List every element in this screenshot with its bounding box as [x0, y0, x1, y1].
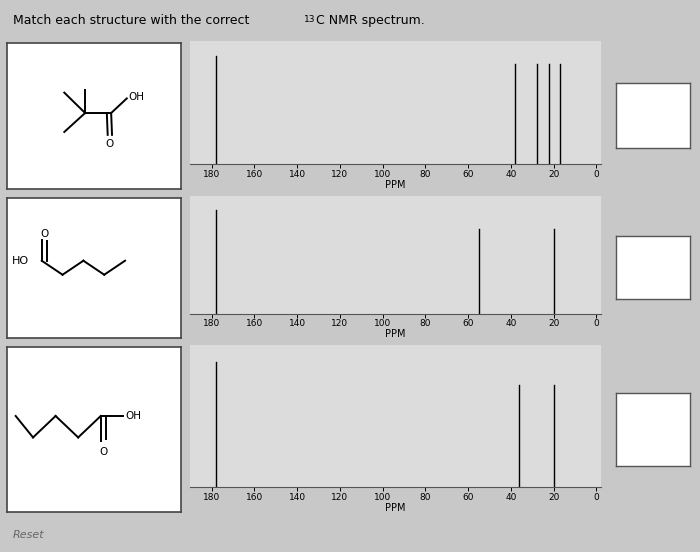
Text: O: O	[99, 447, 107, 458]
X-axis label: PPM: PPM	[385, 181, 406, 190]
Text: 13: 13	[304, 15, 315, 24]
Text: OH: OH	[125, 411, 141, 421]
X-axis label: PPM: PPM	[385, 330, 406, 339]
Text: Reset: Reset	[13, 530, 44, 540]
Text: Match each structure with the correct: Match each structure with the correct	[13, 14, 253, 27]
Text: C NMR spectrum.: C NMR spectrum.	[316, 14, 424, 27]
Text: O: O	[105, 139, 113, 149]
X-axis label: PPM: PPM	[385, 503, 406, 513]
Text: OH: OH	[129, 92, 144, 102]
Text: HO: HO	[12, 256, 29, 266]
Text: O: O	[40, 229, 48, 239]
